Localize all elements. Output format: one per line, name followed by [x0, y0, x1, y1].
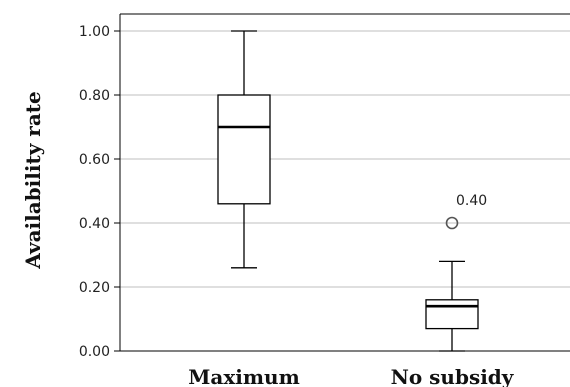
category-labels: Maximum No subsidy: [188, 365, 515, 387]
gridlines: [120, 30, 570, 288]
iqr-box: [425, 299, 479, 330]
y-tick-label: 0.00: [79, 344, 110, 360]
box-no-subsidy: 0.40: [425, 193, 487, 352]
plot-frame: [119, 13, 570, 352]
y-axis-title: Availability rate: [21, 91, 45, 270]
y-axis: 0.00 0.20 0.40 0.60 0.80 1.00: [79, 24, 120, 360]
y-tick-label: 0.40: [79, 216, 110, 232]
outlier-point: [445, 216, 459, 230]
x-category-label: Maximum: [188, 365, 299, 387]
y-tick-label: 0.80: [79, 88, 110, 104]
y-tick-label: 0.20: [79, 280, 110, 296]
outlier-label: 0.40: [456, 193, 487, 209]
boxes: 0.40: [217, 30, 487, 352]
x-category-label: No subsidy: [391, 365, 515, 387]
y-tick-label: 0.60: [79, 152, 110, 168]
box-maximum: [217, 30, 271, 269]
y-tick-label: 1.00: [79, 24, 110, 40]
iqr-box: [217, 94, 271, 205]
